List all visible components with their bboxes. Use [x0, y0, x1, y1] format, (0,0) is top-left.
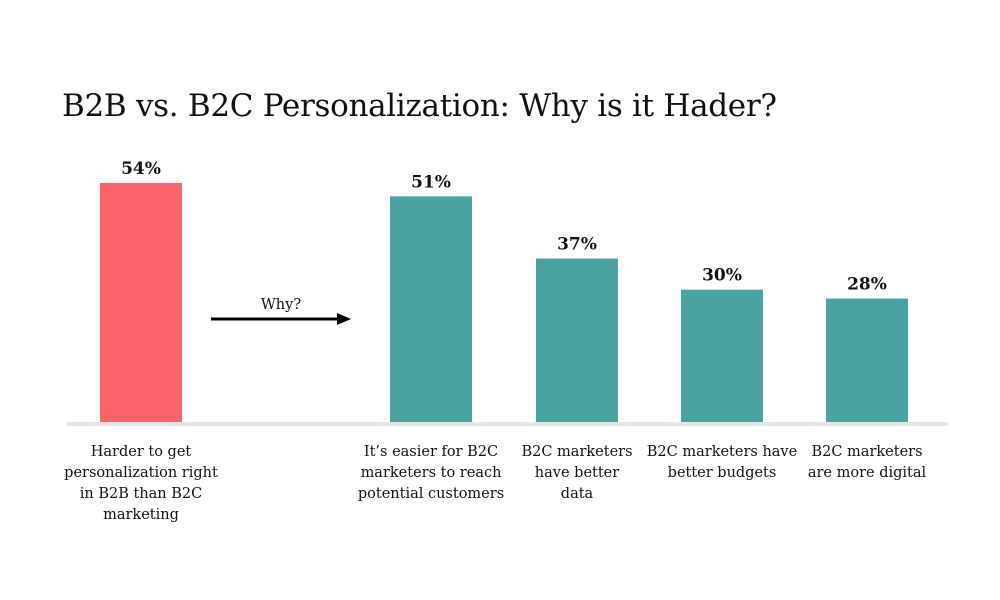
arrow-head-icon	[337, 313, 351, 325]
bar-3	[536, 258, 618, 423]
category-label-line: marketing	[103, 507, 179, 523]
chart-title: B2B vs. B2C Personalization: Why is it H…	[62, 88, 777, 124]
value-label-4: 30%	[702, 266, 742, 286]
category-label-line: in B2B than B2C	[80, 486, 202, 502]
category-label-line: personalization right	[64, 465, 218, 481]
category-label-line: have better	[535, 465, 619, 481]
value-label-3: 37%	[557, 235, 597, 255]
category-label-line: Harder to get	[91, 444, 192, 460]
category-label-2: It’s easier for B2C marketers to reach pot…	[358, 444, 504, 502]
why-annotation-label: Why?	[261, 297, 301, 313]
category-label-line: better budgets	[668, 465, 777, 481]
category-label-line: marketers to reach	[361, 465, 502, 481]
category-label-line: B2C marketers have	[647, 444, 797, 460]
category-label-1: Harder to get personalization right in B2B…	[64, 444, 218, 523]
labels-layer: 54% Harder to get personalization right in …	[64, 159, 926, 523]
category-label-line: B2C marketers	[811, 444, 922, 460]
category-label-line: It’s easier for B2C	[364, 444, 498, 460]
x-axis-baseline	[67, 422, 948, 426]
bars-layer	[100, 183, 908, 423]
why-annotation: Why?	[211, 297, 351, 325]
category-label-line: potential customers	[358, 486, 504, 502]
bar-5	[826, 298, 908, 423]
value-label-1: 54%	[121, 159, 161, 179]
category-label-5: B2C marketers are more digital	[808, 444, 927, 481]
category-label-line: B2C marketers	[521, 444, 632, 460]
category-label-line: are more digital	[808, 465, 927, 481]
category-label-3: B2C marketers have better data	[521, 444, 632, 502]
category-label-line: data	[561, 486, 594, 502]
bar-2	[390, 196, 472, 423]
value-label-2: 51%	[411, 172, 451, 192]
bar-1	[100, 183, 182, 423]
category-label-4: B2C marketers have better budgets	[647, 444, 797, 481]
bar-4	[681, 289, 763, 423]
value-label-5: 28%	[847, 275, 887, 295]
